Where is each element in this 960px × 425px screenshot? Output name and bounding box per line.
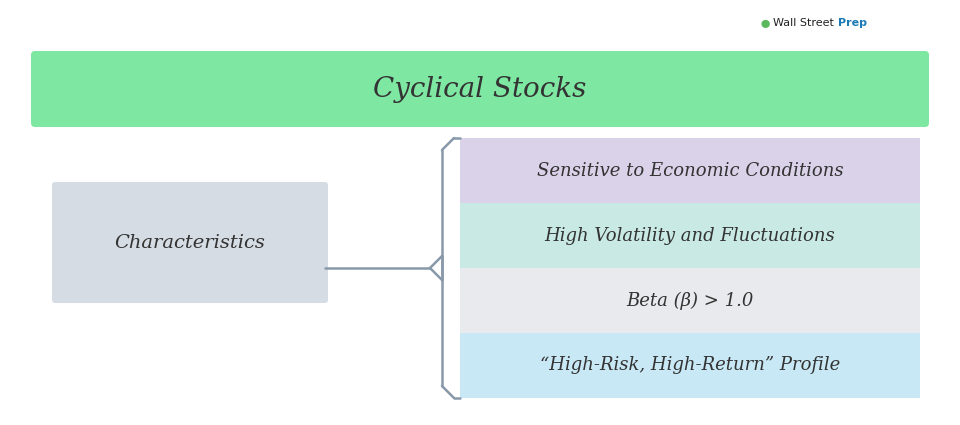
Text: Cyclical Stocks: Cyclical Stocks bbox=[373, 76, 587, 102]
Text: ⬤: ⬤ bbox=[760, 19, 770, 28]
Bar bbox=[460, 333, 920, 398]
FancyBboxPatch shape bbox=[52, 182, 328, 303]
Bar bbox=[460, 203, 920, 268]
Text: Wall Street: Wall Street bbox=[773, 18, 833, 28]
Text: High Volatility and Fluctuations: High Volatility and Fluctuations bbox=[544, 227, 835, 244]
Text: Characteristics: Characteristics bbox=[114, 233, 265, 252]
Bar bbox=[460, 138, 920, 203]
Text: Beta (β) > 1.0: Beta (β) > 1.0 bbox=[626, 292, 754, 310]
Text: Prep: Prep bbox=[838, 18, 867, 28]
FancyBboxPatch shape bbox=[31, 51, 929, 127]
Text: “High-Risk, High-Return” Profile: “High-Risk, High-Return” Profile bbox=[540, 357, 840, 374]
Text: Sensitive to Economic Conditions: Sensitive to Economic Conditions bbox=[537, 162, 843, 179]
Bar bbox=[460, 268, 920, 333]
